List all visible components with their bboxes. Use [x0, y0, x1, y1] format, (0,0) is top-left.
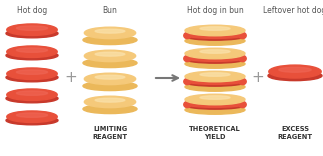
Text: LIMITING
REAGENT: LIMITING REAGENT: [92, 126, 128, 140]
Ellipse shape: [279, 67, 311, 72]
Ellipse shape: [239, 32, 246, 39]
Ellipse shape: [239, 102, 246, 108]
Text: +: +: [65, 71, 78, 85]
Ellipse shape: [239, 78, 246, 85]
Ellipse shape: [84, 27, 136, 39]
Ellipse shape: [16, 26, 47, 30]
Ellipse shape: [7, 89, 57, 100]
Text: Leftover hot dog: Leftover hot dog: [263, 6, 323, 15]
Ellipse shape: [84, 96, 136, 108]
Ellipse shape: [185, 37, 245, 45]
Ellipse shape: [186, 102, 245, 109]
Text: Bun: Bun: [103, 6, 118, 15]
Ellipse shape: [186, 55, 245, 61]
Ellipse shape: [239, 56, 246, 62]
Ellipse shape: [95, 29, 125, 33]
Ellipse shape: [186, 101, 245, 107]
Ellipse shape: [6, 51, 58, 60]
Ellipse shape: [185, 48, 245, 59]
Ellipse shape: [200, 50, 230, 53]
Ellipse shape: [184, 56, 191, 62]
Ellipse shape: [6, 73, 58, 82]
Ellipse shape: [95, 98, 125, 102]
Ellipse shape: [185, 105, 245, 114]
Text: Hot dog: Hot dog: [17, 6, 47, 15]
Ellipse shape: [95, 52, 125, 56]
Ellipse shape: [83, 81, 137, 91]
Ellipse shape: [16, 113, 47, 117]
Ellipse shape: [186, 56, 245, 63]
Ellipse shape: [16, 91, 47, 95]
Ellipse shape: [186, 79, 245, 86]
Ellipse shape: [200, 27, 230, 30]
Ellipse shape: [7, 68, 57, 79]
Text: Hot dog in bun: Hot dog in bun: [187, 6, 243, 15]
Ellipse shape: [186, 78, 245, 84]
Ellipse shape: [269, 65, 321, 78]
Ellipse shape: [7, 24, 57, 35]
Ellipse shape: [185, 82, 245, 91]
Ellipse shape: [84, 73, 136, 85]
Ellipse shape: [83, 35, 137, 45]
Ellipse shape: [200, 96, 230, 99]
Ellipse shape: [95, 75, 125, 79]
Ellipse shape: [185, 94, 245, 105]
Ellipse shape: [6, 94, 58, 103]
Text: EXCESS
REAGENT: EXCESS REAGENT: [277, 126, 313, 140]
Ellipse shape: [185, 25, 245, 36]
Ellipse shape: [200, 73, 230, 76]
Text: THEORETICAL
YIELD: THEORETICAL YIELD: [189, 126, 241, 140]
Ellipse shape: [6, 116, 58, 125]
Ellipse shape: [16, 48, 47, 52]
Ellipse shape: [84, 50, 136, 62]
Ellipse shape: [185, 59, 245, 68]
Text: +: +: [252, 71, 264, 85]
Ellipse shape: [7, 111, 57, 122]
Ellipse shape: [83, 58, 137, 68]
Ellipse shape: [7, 46, 57, 57]
Ellipse shape: [184, 102, 191, 108]
Ellipse shape: [184, 32, 191, 39]
Ellipse shape: [185, 71, 245, 82]
Ellipse shape: [268, 71, 322, 81]
Ellipse shape: [6, 29, 58, 38]
Ellipse shape: [186, 32, 245, 38]
Ellipse shape: [186, 33, 245, 40]
Ellipse shape: [16, 70, 47, 74]
Ellipse shape: [83, 104, 137, 114]
Ellipse shape: [184, 78, 191, 85]
